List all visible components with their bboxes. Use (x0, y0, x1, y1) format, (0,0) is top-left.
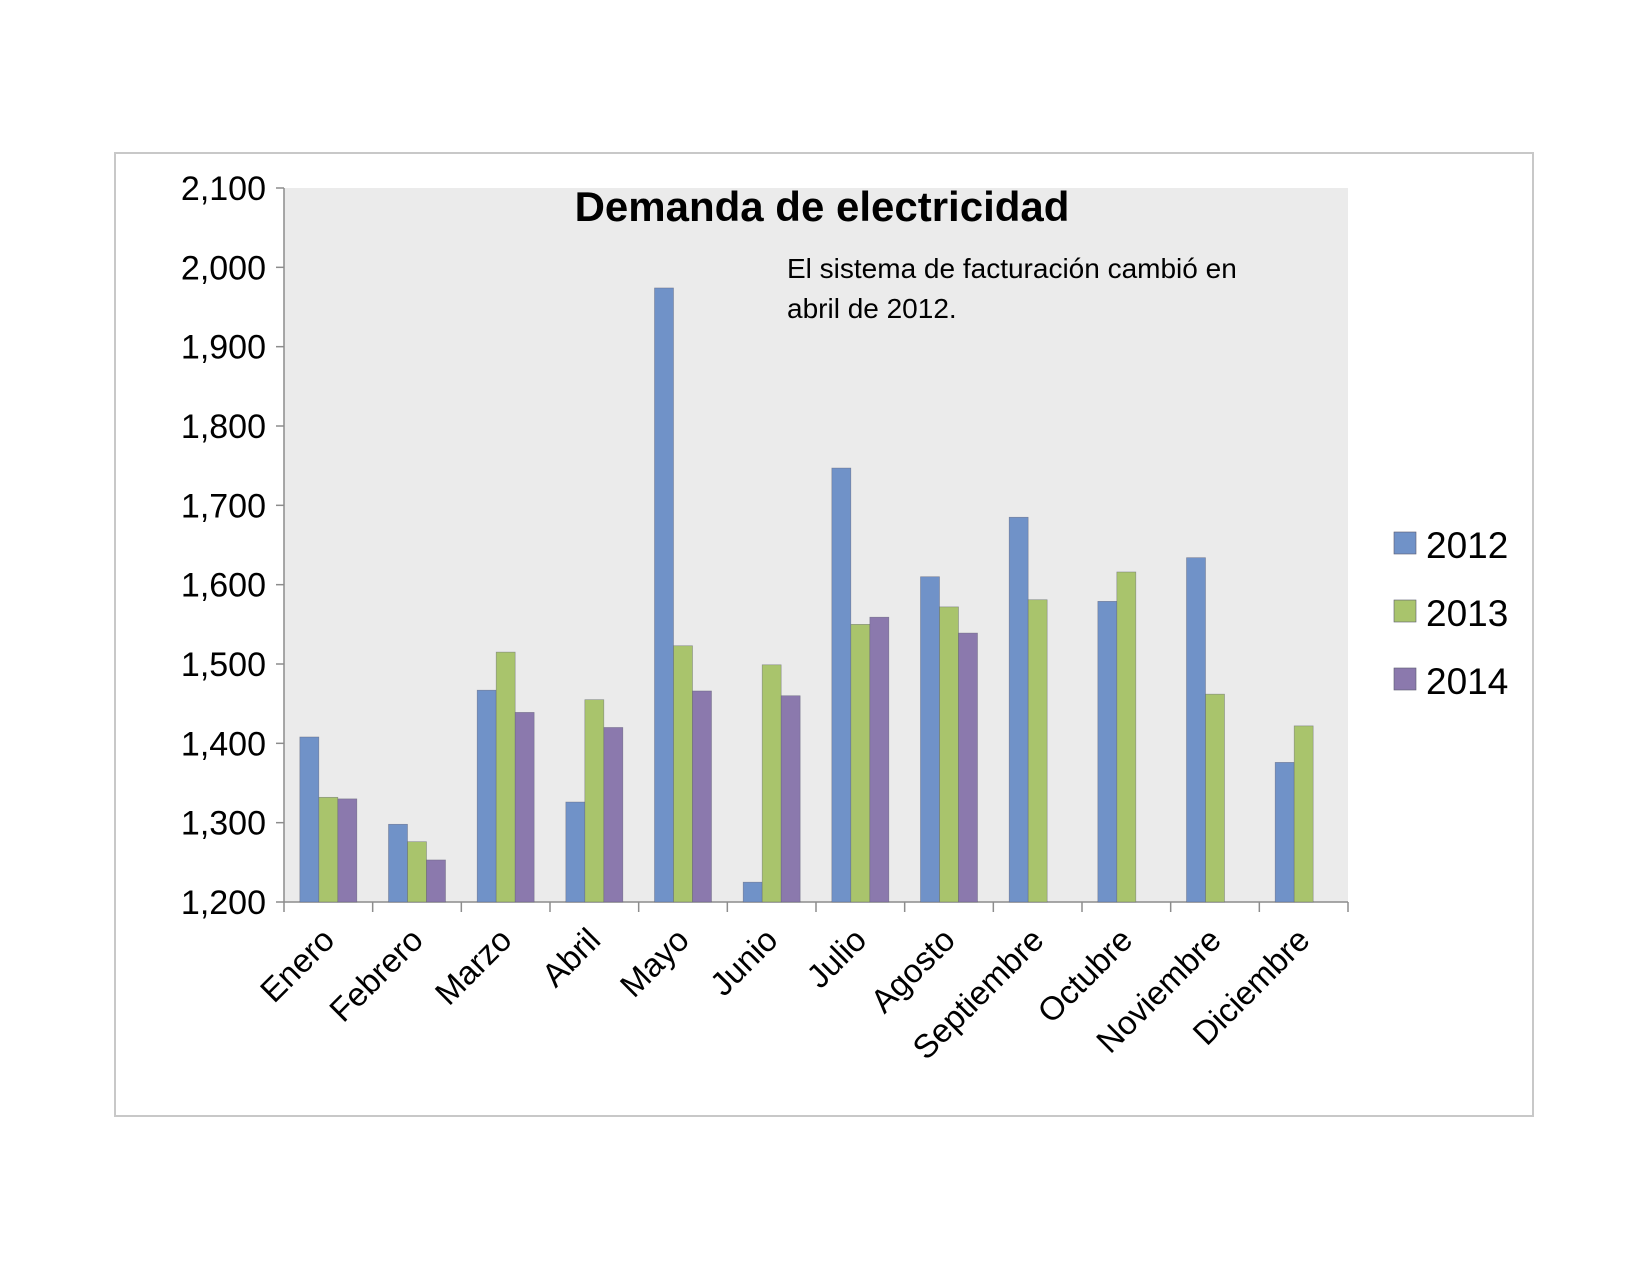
y-tick-label: 1,900 (181, 329, 266, 367)
bar-2014-agosto (958, 632, 978, 903)
x-tick-label: Febrero (322, 921, 430, 1029)
bar-2012-agosto (920, 576, 940, 903)
bar-2012-noviembre (1186, 557, 1206, 903)
legend-label-2012: 2012 (1426, 525, 1508, 566)
y-tick-label: 1,200 (181, 884, 266, 922)
x-tick-label: Mayo (613, 921, 696, 1004)
bar-2012-junio (742, 881, 763, 903)
y-tick-label: 1,700 (181, 487, 266, 525)
bar-2013-septiembre (1027, 599, 1048, 903)
bar-2013-noviembre (1205, 693, 1225, 903)
bar-2014-junio (780, 695, 801, 903)
legend-label-2013: 2013 (1426, 593, 1508, 634)
annotation-line-1: El sistema de facturación cambió en (787, 253, 1237, 284)
bar-2013-enero (318, 796, 339, 903)
x-tick-label: Abril (534, 921, 607, 994)
bar-2013-agosto (939, 606, 959, 903)
bar-2012-marzo (476, 689, 497, 903)
bar-2013-julio (850, 624, 871, 903)
bar-2012-septiembre (1008, 516, 1029, 903)
plot-area (284, 188, 1348, 902)
y-tick-label: 2,100 (181, 170, 266, 208)
x-tick-label: Marzo (428, 921, 519, 1012)
bar-2013-octubre (1116, 571, 1137, 903)
y-tick-label: 1,400 (181, 725, 266, 763)
bar-2013-junio (761, 664, 782, 903)
y-axis: 1,200 1,300 1,400 1,500 1,600 1,700 1,800 1,900… (181, 170, 285, 922)
bar-2014-enero (337, 798, 358, 903)
y-tick-label: 1,600 (181, 567, 266, 605)
x-tick-label: Julio (799, 921, 873, 995)
y-tick-label: 2,000 (181, 249, 266, 287)
chart-svg: 1,200 1,300 1,400 1,500 1,600 1,700 1,800 1,900… (181, 170, 1508, 1066)
bar-2014-mayo (692, 690, 712, 903)
bar-2013-marzo (495, 651, 516, 903)
y-tick-label: 1,800 (181, 408, 266, 446)
y-tick-label: 1,500 (181, 646, 266, 684)
y-tick-label: 1,300 (181, 805, 266, 843)
bar-2013-mayo (673, 645, 693, 903)
legend-swatch-2013 (1393, 599, 1417, 623)
bars-group (299, 287, 1314, 903)
bar-2013-febrero (407, 841, 427, 903)
bar-2012-diciembre (1274, 762, 1295, 903)
annotation-line-2: abril de 2012. (787, 293, 957, 324)
bar-2014-julio (869, 616, 890, 903)
legend-swatch-2014 (1393, 667, 1417, 691)
bar-2012-mayo (654, 287, 674, 903)
chart-title: Demanda de electricidad (575, 183, 1070, 230)
chart-frame: 1,200 1,300 1,400 1,500 1,600 1,700 1,800 1,900… (114, 152, 1534, 1117)
bar-2012-octubre (1097, 601, 1118, 903)
bar-2012-julio (831, 467, 852, 903)
bar-2014-abril (603, 727, 624, 903)
legend: 2012 2013 2014 (1393, 525, 1508, 702)
bar-2014-febrero (426, 859, 446, 903)
x-tick-label: Junio (703, 921, 785, 1003)
bar-2012-febrero (388, 823, 408, 903)
bar-2014-marzo (514, 712, 535, 903)
bar-2012-abril (565, 801, 586, 903)
legend-label-2014: 2014 (1426, 661, 1508, 702)
bar-2012-enero (299, 736, 320, 903)
legend-swatch-2012 (1393, 531, 1417, 555)
bar-2013-abril (584, 699, 605, 903)
bar-2013-diciembre (1293, 725, 1314, 903)
